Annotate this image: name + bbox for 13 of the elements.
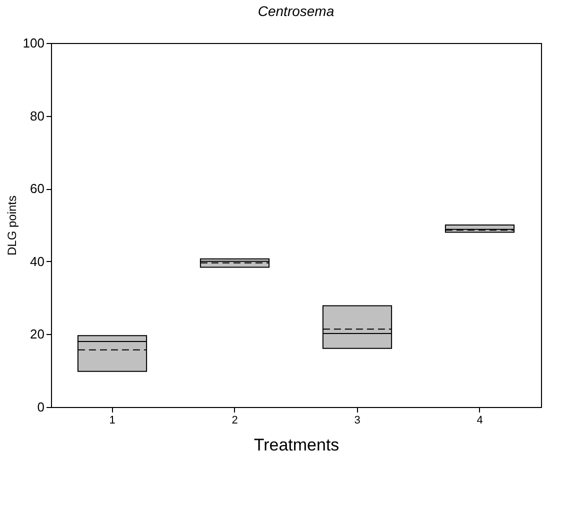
y-tick-label: 80 <box>30 108 44 124</box>
y-axis-title: DLG points <box>4 195 19 256</box>
y-tick-label: 20 <box>30 326 44 342</box>
y-tick-label: 0 <box>37 400 44 414</box>
y-tick-label: 100 <box>22 36 44 50</box>
chart-title: Centrosema <box>258 3 334 19</box>
x-axis-title: Treatments <box>254 436 340 454</box>
y-tick-label: 40 <box>30 254 44 269</box>
x-tick-label: 2 <box>232 414 238 426</box>
x-tick-label: 1 <box>109 414 116 426</box>
y-tick-label: 60 <box>30 181 44 196</box>
x-tick-label: 3 <box>354 414 360 426</box>
x-tick-label: 4 <box>476 414 483 426</box>
